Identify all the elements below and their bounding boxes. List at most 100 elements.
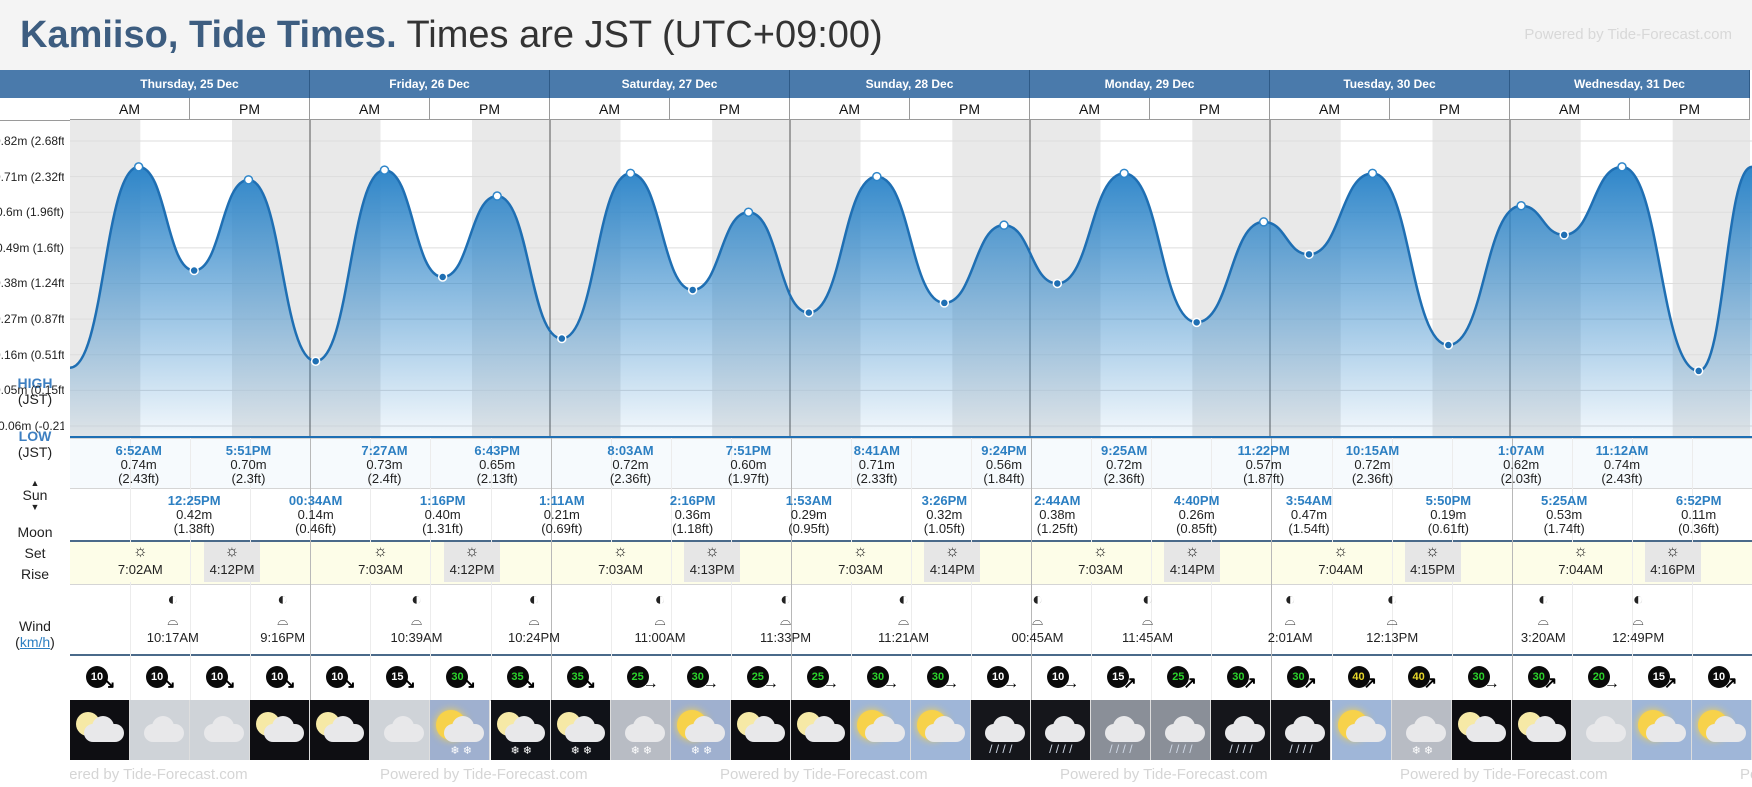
low-tide-cell: 5:50PM 0.19m (0.61ft) <box>1418 493 1478 536</box>
am-header: AM <box>70 98 190 120</box>
sunrise-icon: ☼ <box>132 543 148 560</box>
weather-rain-night-icon: / / / / <box>1211 700 1272 760</box>
wind-direction-arrow-icon: → <box>882 675 899 692</box>
tide-time: 6:43PM <box>474 443 520 458</box>
wind-speed: 10 <box>987 666 1010 688</box>
am-header: AM <box>1270 98 1390 120</box>
sunrise-icon: ☼ <box>1333 543 1348 560</box>
low-tide-point <box>557 333 567 344</box>
tide-height-m: 0.32m <box>926 507 963 522</box>
moon-horizon-icon: ⌓ <box>277 612 289 628</box>
slot-divider <box>1271 438 1273 700</box>
tide-time: 10:15AM <box>1345 443 1400 458</box>
tide-height-ft: (2.03ft) <box>1500 471 1542 486</box>
low-tide-point <box>1191 317 1202 328</box>
wind-speed: 30 <box>446 666 469 688</box>
wind-speed: 30 <box>686 666 709 688</box>
tide-height-ft: (1.05ft) <box>923 521 965 536</box>
wind-direction-arrow-icon: → <box>822 675 839 692</box>
weather-rain-night-icon: / / / / <box>1271 700 1332 760</box>
wind-indicator: 10 ↘ <box>206 666 240 694</box>
sunset-time: 4:12PM <box>449 562 495 577</box>
sun-down-arrow-icon: ▼ <box>30 502 40 512</box>
tide-height-m: 0.29m <box>790 507 827 522</box>
wind-unit-link[interactable]: km/h <box>19 634 51 650</box>
tide-height-ft: (2.36ft) <box>1103 471 1145 486</box>
footer-watermark-strip: Powered by Tide-Forecast.com Powered by T… <box>70 760 1752 787</box>
high-tide-cell: 9:24PM 0.56m (1.84ft) <box>974 443 1034 486</box>
sunset-cell: ☼ 4:12PM <box>204 542 260 582</box>
moon-rise-time: 00:45AM <box>1011 630 1064 645</box>
day-header: Wednesday, 31 Dec <box>1510 70 1750 98</box>
sunset-cell: ☼ 4:12PM <box>444 542 500 582</box>
high-tide-point <box>243 175 254 185</box>
wind-indicator: 30 ↗ <box>1527 666 1562 694</box>
wind-indicator: 40 ↗ <box>1347 666 1382 694</box>
page-title: Kamiiso, Tide Times. Times are JST (UTC+… <box>20 10 883 60</box>
low-tide-point <box>310 356 321 366</box>
moon-horizon-icon: ⌓ <box>654 612 666 628</box>
low-tide-cell: 3:26PM 0.32m (1.05ft) <box>914 493 974 536</box>
slot-divider <box>430 438 432 700</box>
weather-snow-night-icon: ❄ ❄ <box>490 700 551 760</box>
wind-direction-arrow-icon: ↘ <box>342 675 356 692</box>
wind-indicator: 30 → <box>866 666 901 694</box>
high-tide-point <box>1617 162 1627 172</box>
wind-speed: 20 <box>1587 666 1610 688</box>
sunrise-time: 7:02AM <box>117 562 163 577</box>
low-tide-cell: 5:25AM 0.53m (1.74ft) <box>1534 493 1594 536</box>
pm-header: PM <box>670 98 790 120</box>
day-header: Saturday, 27 Dec <box>550 70 790 98</box>
moon-phase-icon: ◐ <box>780 589 791 609</box>
wind-indicator: 40 ↗ <box>1407 666 1442 694</box>
tide-height-ft: (0.85ft) <box>1176 521 1218 536</box>
moon-set-time: 10:39AM <box>390 630 443 645</box>
weather-cloud-night-icon <box>1451 700 1512 760</box>
high-tide-point <box>1119 168 1129 179</box>
sunrise-cell: ☼ 7:03AM <box>832 542 889 582</box>
tide-time: 2:44AM <box>1034 493 1081 508</box>
wind-indicator: 30 → <box>1467 666 1502 694</box>
wind-direction-arrow-icon: ↗ <box>1363 675 1377 692</box>
sunrise-icon: ☼ <box>613 543 628 560</box>
sunrise-time: 7:03AM <box>838 562 883 577</box>
low-tide-point <box>1693 366 1704 376</box>
low-tide-cell: 3:54AM 0.47m (1.54ft) <box>1279 493 1339 536</box>
moon-set-time: 12:49PM <box>1612 630 1665 645</box>
day-header: Thursday, 25 Dec <box>70 70 310 98</box>
tide-time: 6:52AM <box>115 443 162 458</box>
wind-indicator: 30 ↗ <box>1287 666 1321 694</box>
weather-sun-cloud-icon <box>1691 700 1752 760</box>
sunrise-cell: ☼ 7:03AM <box>1072 542 1129 582</box>
moon-rise-time: 10:24PM <box>507 630 561 645</box>
high-tide-cell: 11:12AM 0.74m (2.43ft) <box>1592 443 1652 486</box>
tide-height-m: 0.73m <box>366 457 403 472</box>
tide-height-m: 0.14m <box>297 507 334 522</box>
weather-rain-cloud-icon: / / / / <box>1091 700 1152 760</box>
low-tide-cell: 2:16PM 0.36m (1.18ft) <box>663 493 723 536</box>
sunset-cell: ☼ 4:13PM <box>684 542 741 582</box>
tide-height-m: 0.62m <box>1503 457 1540 472</box>
wind-speed: 15 <box>1107 666 1130 688</box>
moon-set-time: 12:13PM <box>1366 630 1419 645</box>
sunset-time: 4:12PM <box>209 562 255 577</box>
low-tide-cell: 4:40PM 0.26m (0.85ft) <box>1167 493 1227 536</box>
am-header: AM <box>790 98 910 120</box>
tide-height-m: 0.47m <box>1290 507 1328 522</box>
tide-time: 8:03AM <box>607 443 654 458</box>
wind-speed: 15 <box>386 666 409 688</box>
high-row-label: HIGH (JST) <box>0 375 70 407</box>
moon-rise-time: 9:16PM <box>260 630 306 645</box>
low-tide-cell: 1:11AM 0.21m (0.69ft) <box>532 493 592 536</box>
moon-set-cell: ◐ ⌓ 10:39AM <box>387 588 447 645</box>
sunset-cell: ☼ 4:14PM <box>1164 542 1221 582</box>
high-tide-cell: 11:22PM 0.57m (1.87ft) <box>1234 443 1294 486</box>
moon-phase-icon: ◐ <box>167 589 179 609</box>
high-tide-cell: 6:43PM 0.65m (2.13ft) <box>467 443 527 486</box>
moon-set-time: 10:17AM <box>146 630 199 645</box>
location-title: Kamiiso, Tide Times. <box>20 14 397 56</box>
high-tide-point <box>872 171 882 182</box>
wind-indicator: 15 ↘ <box>386 666 420 694</box>
am-header: AM <box>550 98 670 120</box>
timezone-label: Times are JST (UTC+09:00) <box>406 14 883 56</box>
